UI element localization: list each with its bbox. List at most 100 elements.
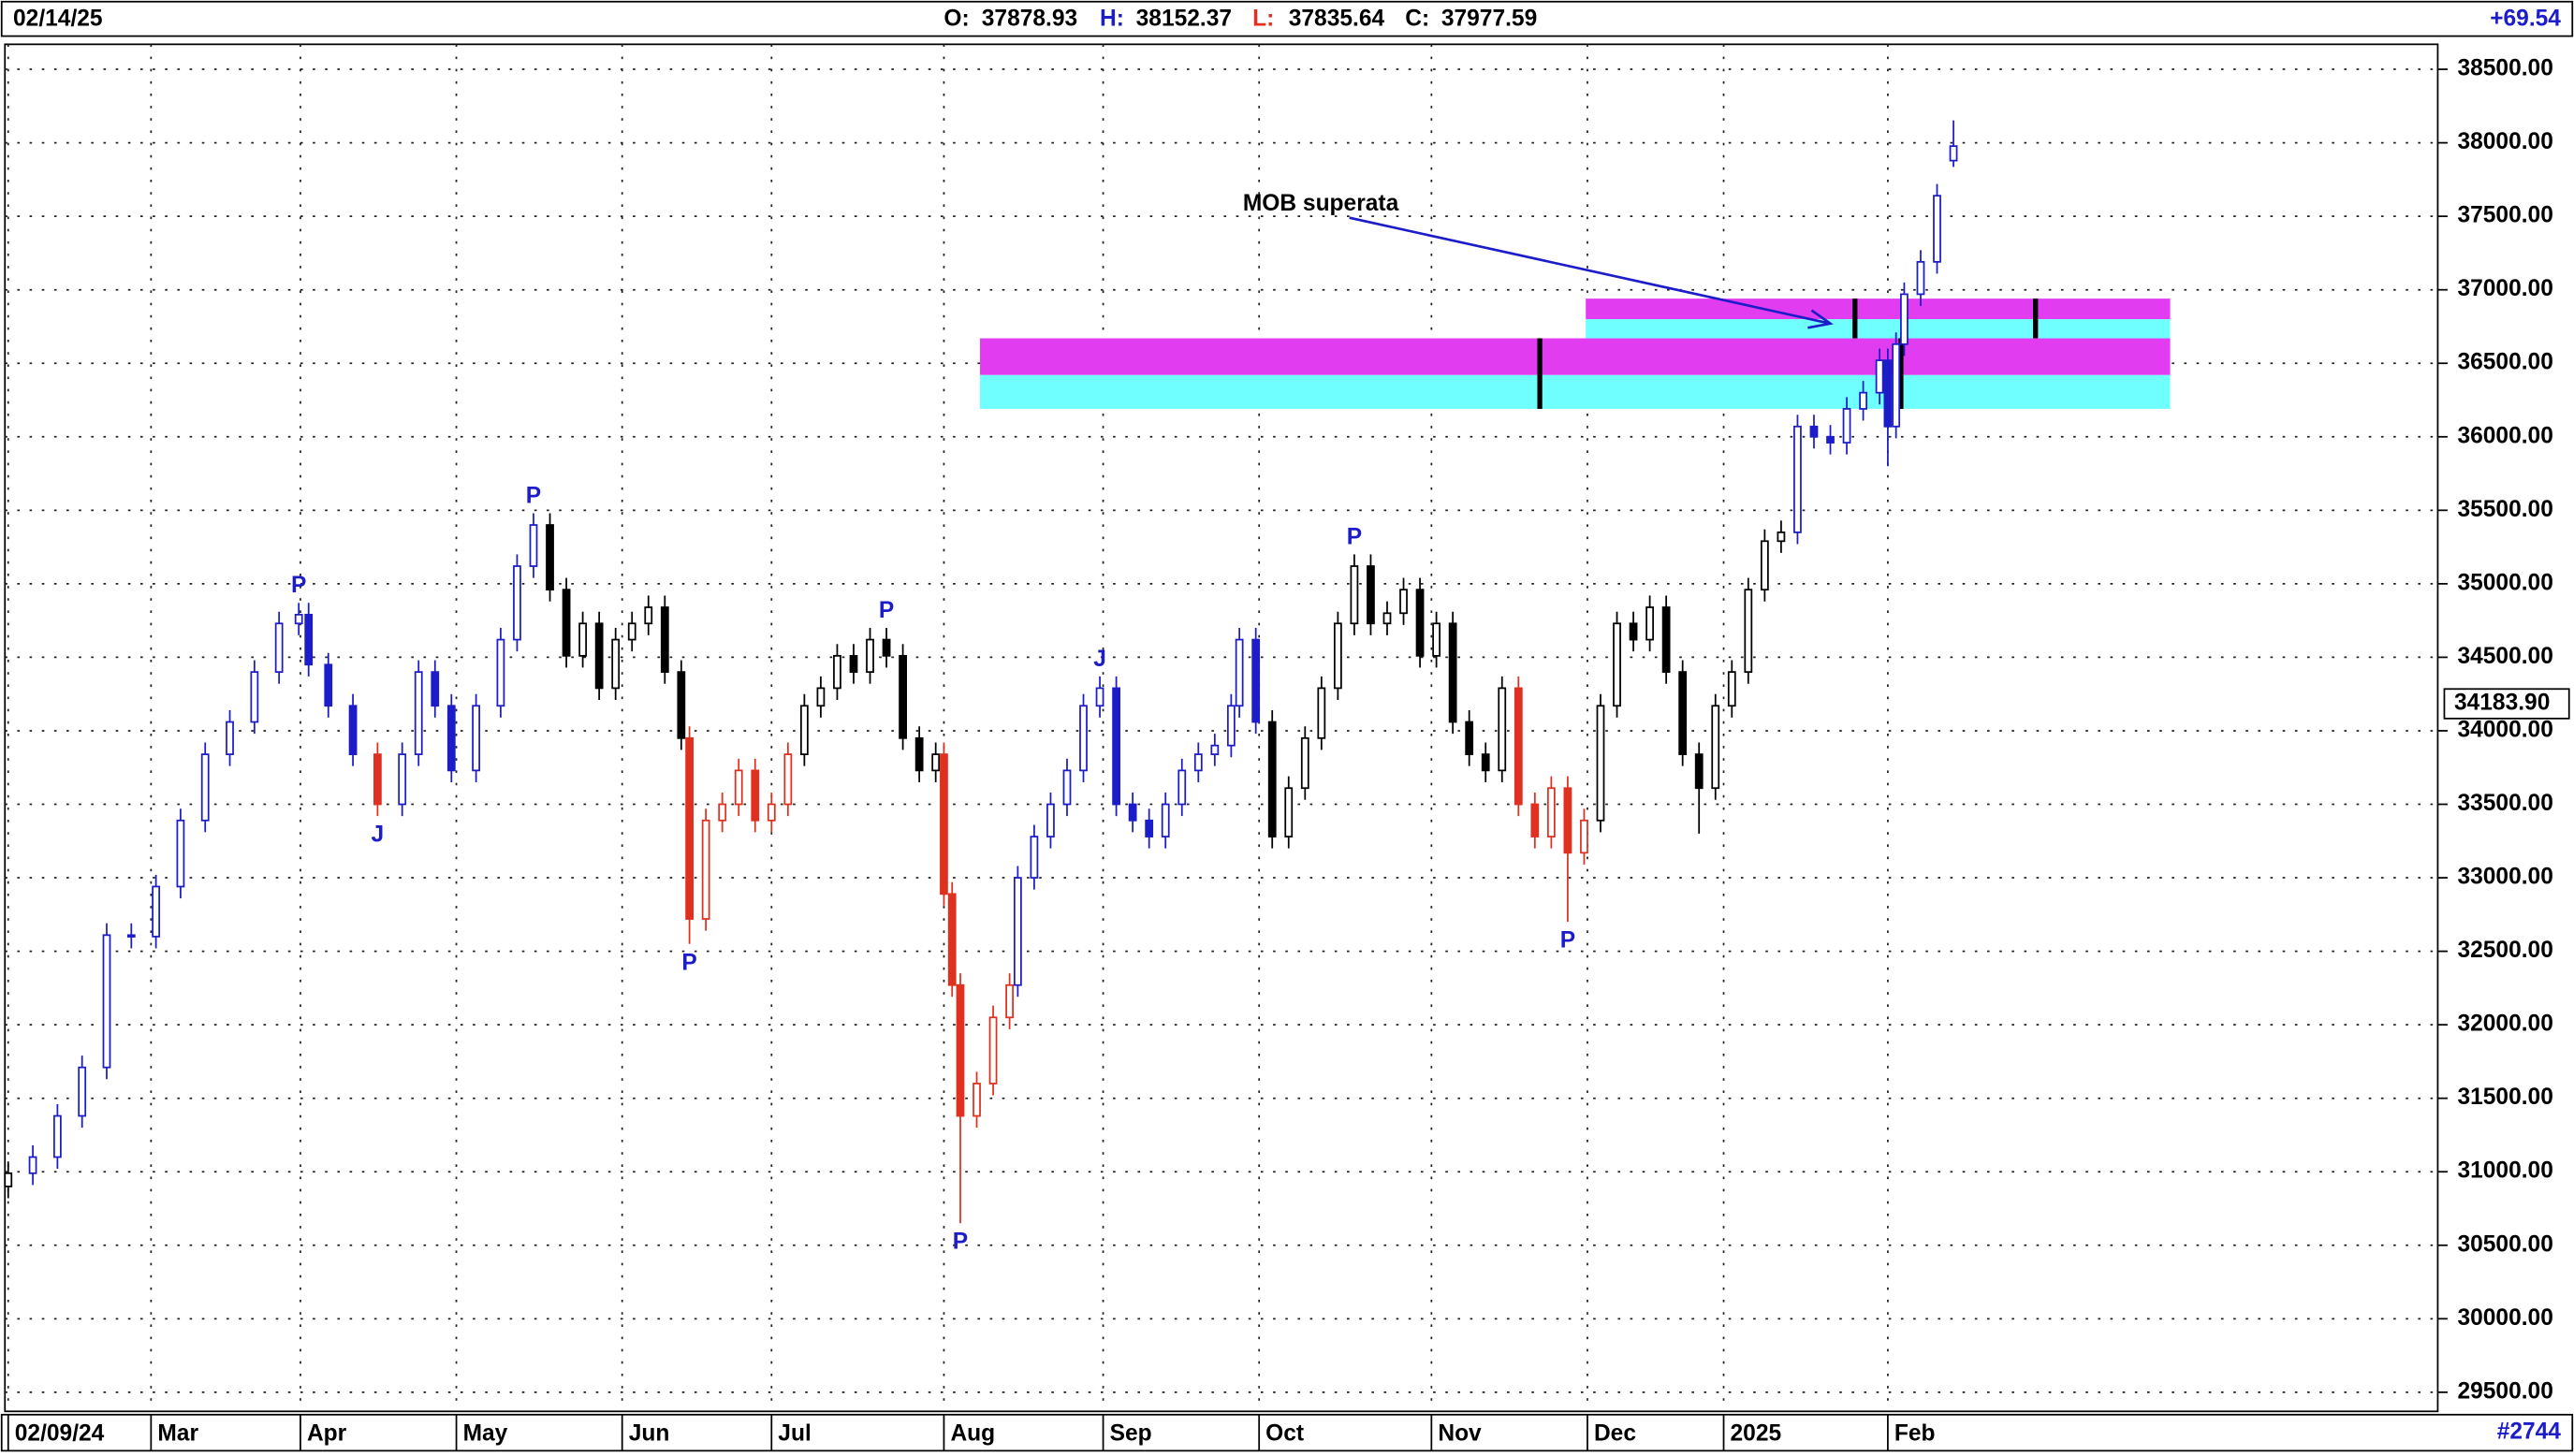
candle-body (1382, 612, 1392, 625)
candle-body (200, 753, 210, 822)
x-tick-label: 02/09/24 (15, 1420, 105, 1446)
candle-body (1145, 819, 1154, 837)
candle-body (1399, 589, 1408, 615)
candle-body (1694, 753, 1704, 790)
pivot-label: P (879, 598, 894, 623)
candle-body (1079, 705, 1088, 772)
candle-body (152, 885, 160, 938)
y-tick-label: 33000.00 (2457, 865, 2552, 890)
candle-body (1112, 687, 1120, 806)
candle-body (1013, 877, 1022, 986)
candle-body (988, 1016, 998, 1085)
candle-body (1793, 425, 1802, 533)
candle-body (28, 1156, 37, 1174)
candle-body (274, 622, 284, 674)
candle-body (1128, 803, 1137, 822)
candle-body (1563, 787, 1572, 854)
candle-body (1596, 705, 1605, 822)
header-label: H: (1100, 7, 1124, 32)
y-tick-label: 34500.00 (2457, 644, 2552, 669)
candle-body (1177, 769, 1187, 806)
y-tick-label: 37500.00 (2457, 203, 2552, 228)
pivot-label: P (681, 950, 696, 975)
zone-magenta (1586, 298, 2171, 320)
candle-body (52, 1114, 62, 1158)
candle-body (1333, 622, 1342, 690)
candle-body (414, 671, 423, 755)
header-label: L: (1252, 7, 1274, 32)
candle-body (816, 687, 826, 707)
candle-body (1727, 671, 1736, 707)
x-tick-label: Apr (307, 1420, 347, 1446)
candle-body (1875, 359, 1884, 394)
candle-body (562, 589, 571, 657)
candle-body (294, 613, 303, 625)
candle-body (1916, 260, 1925, 296)
candle-body (578, 622, 587, 657)
candle-body (1892, 342, 1901, 428)
candle-body (226, 721, 234, 755)
candle-body (1284, 787, 1294, 837)
zone-magenta (980, 338, 2171, 375)
candle-body (1809, 425, 1819, 438)
y-tick-label: 36000.00 (2457, 423, 2552, 448)
annotation-text: MOB superata (1243, 191, 1399, 216)
candle-body (849, 654, 858, 674)
header-value: 37835.64 (1289, 7, 1385, 32)
candle-body (677, 671, 686, 739)
candle-body (899, 654, 907, 739)
candle-body (833, 654, 841, 690)
candle-body (1161, 803, 1170, 837)
pivot-label: J (372, 823, 385, 848)
candle-body (513, 565, 521, 641)
candle-body (931, 753, 941, 772)
y-tick-label: 35000.00 (2457, 570, 2552, 595)
candle-body (644, 606, 653, 625)
candle-body (701, 819, 710, 920)
candle-body (304, 613, 314, 666)
candle-body (1826, 435, 1835, 444)
y-tick-label: 35500.00 (2457, 497, 2552, 522)
candle-body (783, 753, 793, 806)
candle-body (1580, 819, 1588, 854)
candle-body (734, 769, 743, 806)
candle-body (1251, 638, 1261, 723)
candle-body (1900, 293, 1909, 345)
x-tick-label: 2025 (1731, 1420, 1782, 1446)
x-tick-label: Jul (778, 1420, 811, 1446)
x-tick-label: Aug (950, 1420, 995, 1446)
candle-body (956, 983, 965, 1117)
candle-body (1629, 622, 1638, 641)
candle-body (751, 769, 760, 822)
x-tick-label: Jun (629, 1420, 670, 1446)
candle-body (126, 934, 136, 938)
candle-body (914, 736, 924, 772)
candle-body (1777, 531, 1786, 543)
candle-body (1432, 622, 1441, 657)
candle-body (1367, 565, 1375, 625)
y-tick-label: 31500.00 (2457, 1085, 2552, 1110)
candle-body (102, 934, 111, 1069)
y-tick-label: 38000.00 (2457, 129, 2552, 154)
candle-body (1711, 705, 1720, 790)
candle-body (348, 705, 358, 755)
candle-body (250, 671, 259, 723)
candle-body (1193, 753, 1203, 772)
candle-body (1613, 622, 1621, 707)
candle-body (1678, 671, 1688, 755)
candle-body (973, 1083, 981, 1117)
candle-body (324, 663, 333, 707)
candle-body (660, 606, 669, 674)
candle-body (718, 803, 727, 822)
candle-body (1842, 408, 1851, 444)
candle-body (685, 736, 694, 920)
arrow-head (1807, 309, 1834, 329)
x-tick-label: Feb (1894, 1420, 1936, 1446)
y-tick-label: 37000.00 (2457, 276, 2552, 301)
candle-body (1744, 589, 1753, 674)
bar-count: #2744 (2497, 1420, 2562, 1445)
y-tick-label: 29500.00 (2457, 1378, 2552, 1404)
candle-body (1514, 687, 1523, 806)
candle-body (546, 524, 554, 591)
candle-body (1317, 687, 1326, 739)
